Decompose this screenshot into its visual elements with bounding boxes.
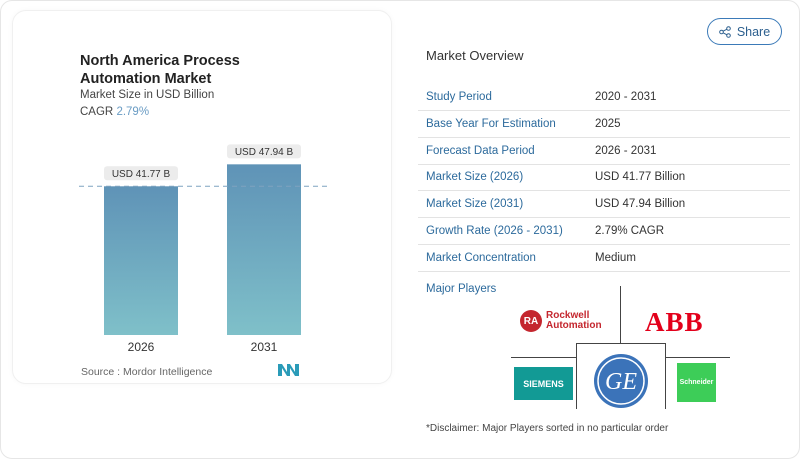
data-label: USD 41.77 B bbox=[112, 169, 171, 180]
divider bbox=[665, 357, 730, 358]
row-value: USD 41.77 Billion bbox=[595, 171, 686, 184]
cagr-value: 2.79% bbox=[116, 106, 150, 118]
overview-title: Market Overview bbox=[426, 48, 524, 63]
row-label: Forecast Data Period bbox=[426, 144, 535, 157]
overview-row: Base Year For Estimation 2025 bbox=[418, 111, 790, 138]
abb-logo: ABB bbox=[645, 307, 704, 337]
overview-row: Study Period 2020 - 2031 bbox=[418, 84, 790, 111]
row-value: 2.79% CAGR bbox=[595, 225, 665, 237]
schneider-logo: Schneider bbox=[677, 363, 716, 402]
share-label: Share bbox=[736, 24, 771, 39]
chart-card bbox=[12, 10, 392, 384]
data-label-bg bbox=[104, 166, 178, 181]
share-button[interactable]: Share bbox=[707, 18, 782, 45]
chart-title: North America Process Automation Market bbox=[80, 53, 240, 87]
mordor-logo-icon bbox=[278, 364, 299, 376]
overview-row: Market Size (2031) USD 47.94 Billion bbox=[418, 191, 790, 219]
data-label: USD 47.94 B bbox=[235, 147, 294, 158]
ge-logo-icon: GE bbox=[594, 354, 648, 408]
svg-text:GE: GE bbox=[605, 369, 637, 395]
source-text: Source : Mordor Intelligence bbox=[81, 366, 213, 378]
overview-row: Market Concentration Medium bbox=[418, 245, 790, 272]
row-value: USD 47.94 Billion bbox=[595, 198, 686, 211]
data-label-bg bbox=[227, 144, 301, 159]
row-label: Market Size (2026) bbox=[426, 171, 524, 184]
overview-row: Forecast Data Period 2026 - 2031 bbox=[418, 138, 790, 165]
disclaimer: *Disclaimer: Major Players sorted in no … bbox=[426, 423, 669, 434]
row-label: Base Year For Estimation bbox=[426, 117, 556, 130]
logo-frame bbox=[576, 343, 666, 409]
row-label: Market Size (2031) bbox=[426, 198, 524, 211]
divider bbox=[620, 286, 621, 343]
major-players-title: Major Players bbox=[426, 283, 497, 295]
share-icon bbox=[719, 25, 731, 38]
overview-row: Market Size (2026) USD 41.77 Billion bbox=[418, 164, 790, 192]
row-value: 2025 bbox=[595, 117, 621, 130]
cagr-label: CAGR bbox=[80, 106, 114, 118]
row-value: 2026 - 2031 bbox=[595, 144, 657, 157]
row-label: Study Period bbox=[426, 91, 492, 103]
rockwell-logo: RA Rockwell Automation bbox=[520, 310, 602, 332]
siemens-logo: SIEMENS bbox=[514, 367, 573, 400]
overview-row: Growth Rate (2026 - 2031) 2.79% CAGR bbox=[418, 218, 790, 245]
cagr: CAGR 2.79% bbox=[80, 106, 149, 118]
row-value: 2020 - 2031 bbox=[595, 91, 657, 103]
x-tick-label: 2031 bbox=[251, 340, 278, 354]
bar-2031 bbox=[227, 164, 301, 335]
divider bbox=[511, 357, 577, 358]
bar-2026 bbox=[104, 186, 178, 335]
row-label: Growth Rate (2026 - 2031) bbox=[426, 225, 563, 237]
bar-chart: USD 41.77 B 2026 USD 47.94 B 2031 bbox=[79, 144, 327, 354]
chart-subtitle: Market Size in USD Billion bbox=[80, 89, 215, 101]
row-label: Market Concentration bbox=[426, 251, 536, 264]
x-tick-label: 2026 bbox=[128, 340, 155, 354]
row-value: Medium bbox=[595, 251, 636, 264]
